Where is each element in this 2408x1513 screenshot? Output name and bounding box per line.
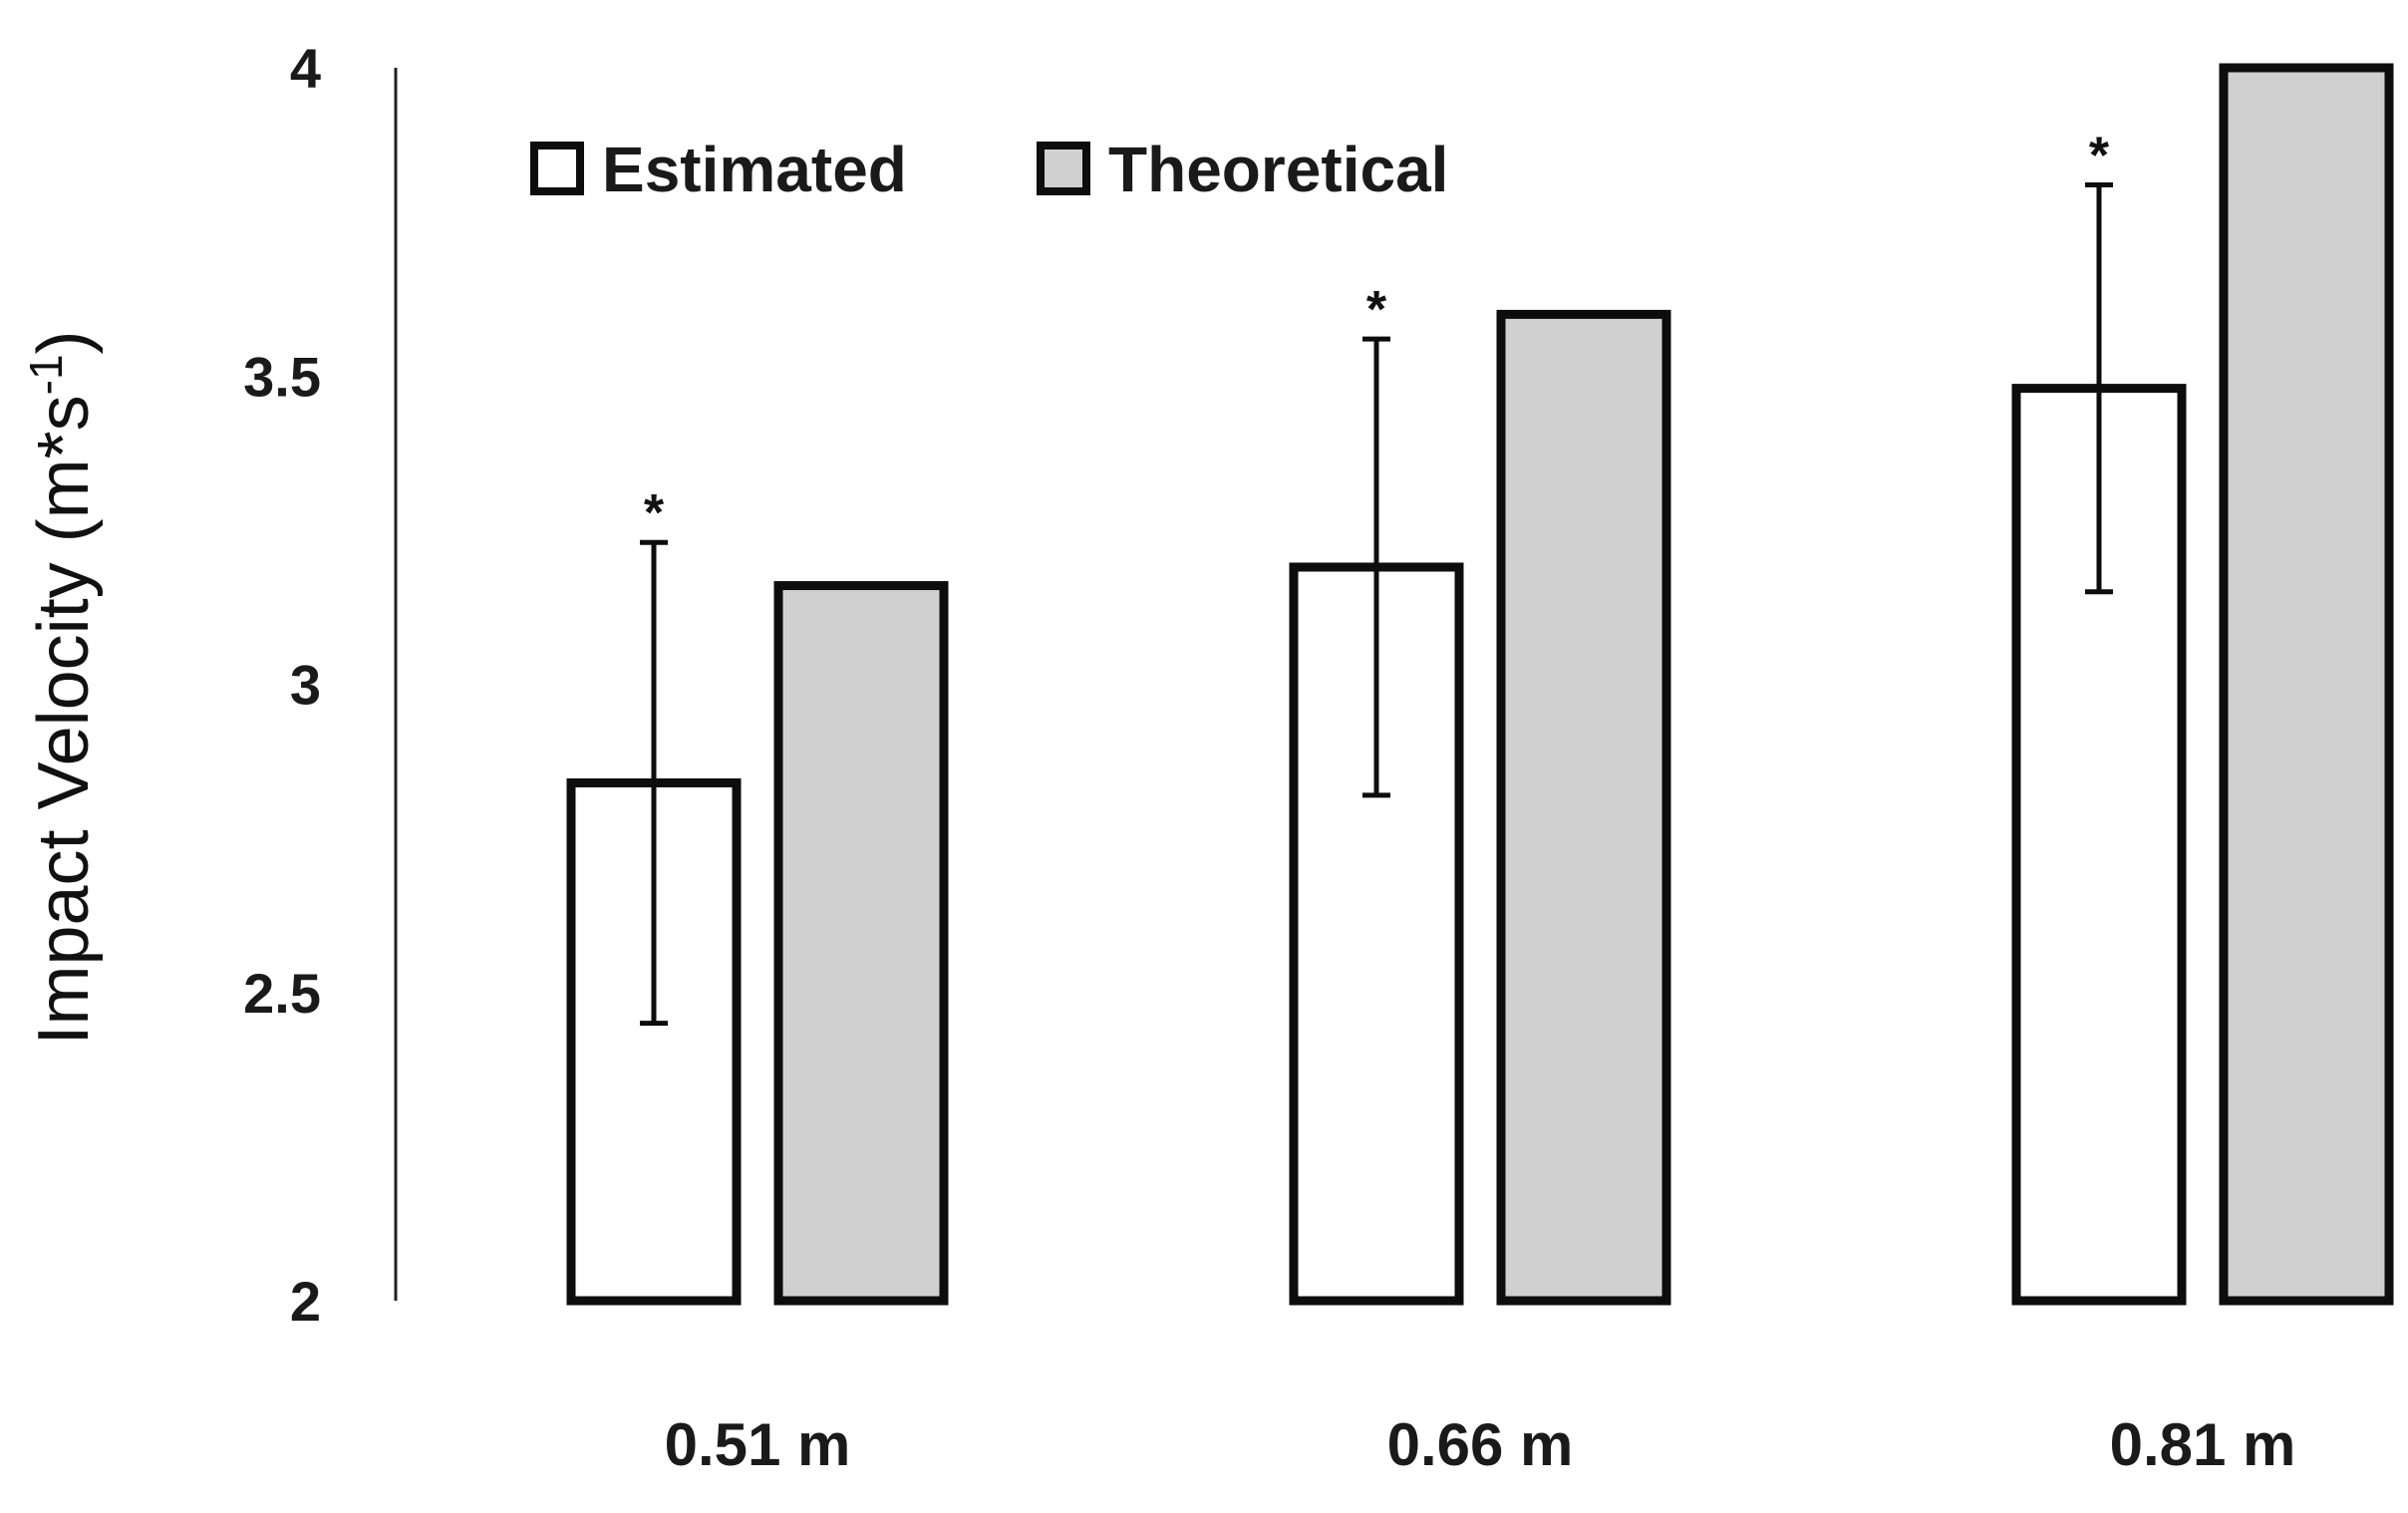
legend-label-theoretical: Theoretical <box>1108 134 1448 205</box>
y-tick-label: 3 <box>290 654 321 717</box>
significance-asterisk: * <box>2089 128 2110 185</box>
x-category-label: 0.66 m <box>1387 1411 1574 1478</box>
x-category-label: 0.51 m <box>665 1411 851 1478</box>
error-bars <box>640 182 2113 1027</box>
y-axis-title-main: Impact Velocity (m*s <box>24 395 104 1045</box>
bar-theoretical <box>2219 63 2394 1306</box>
legend-swatch-estimated <box>530 142 584 195</box>
bars <box>566 63 2394 1306</box>
bar-theoretical <box>773 581 949 1306</box>
y-axis-title-superscript: -1 <box>20 354 72 395</box>
y-tick-label: 4 <box>290 37 321 100</box>
legend: Estimated Theoretical <box>530 134 1448 205</box>
bar-theoretical <box>1496 309 1671 1306</box>
x-category-label: 0.81 m <box>2110 1411 2296 1478</box>
legend-label-estimated: Estimated <box>602 134 907 205</box>
y-axis-title: Impact Velocity (m*s-1) <box>20 330 104 1045</box>
y-tick-label: 3.5 <box>243 345 321 408</box>
significance-asterisk: * <box>644 484 665 542</box>
significance-asterisk: * <box>1366 281 1387 339</box>
significance-markers: * * * <box>644 128 2110 543</box>
y-axis-ticks: 2 2.5 3 3.5 4 <box>243 37 321 1333</box>
x-axis-labels: 0.51 m 0.66 m 0.81 m <box>665 1411 2296 1478</box>
y-axis-title-close: ) <box>24 330 104 354</box>
y-tick-label: 2.5 <box>243 962 321 1025</box>
legend-swatch-theoretical <box>1037 142 1090 195</box>
y-tick-label: 2 <box>290 1270 321 1333</box>
